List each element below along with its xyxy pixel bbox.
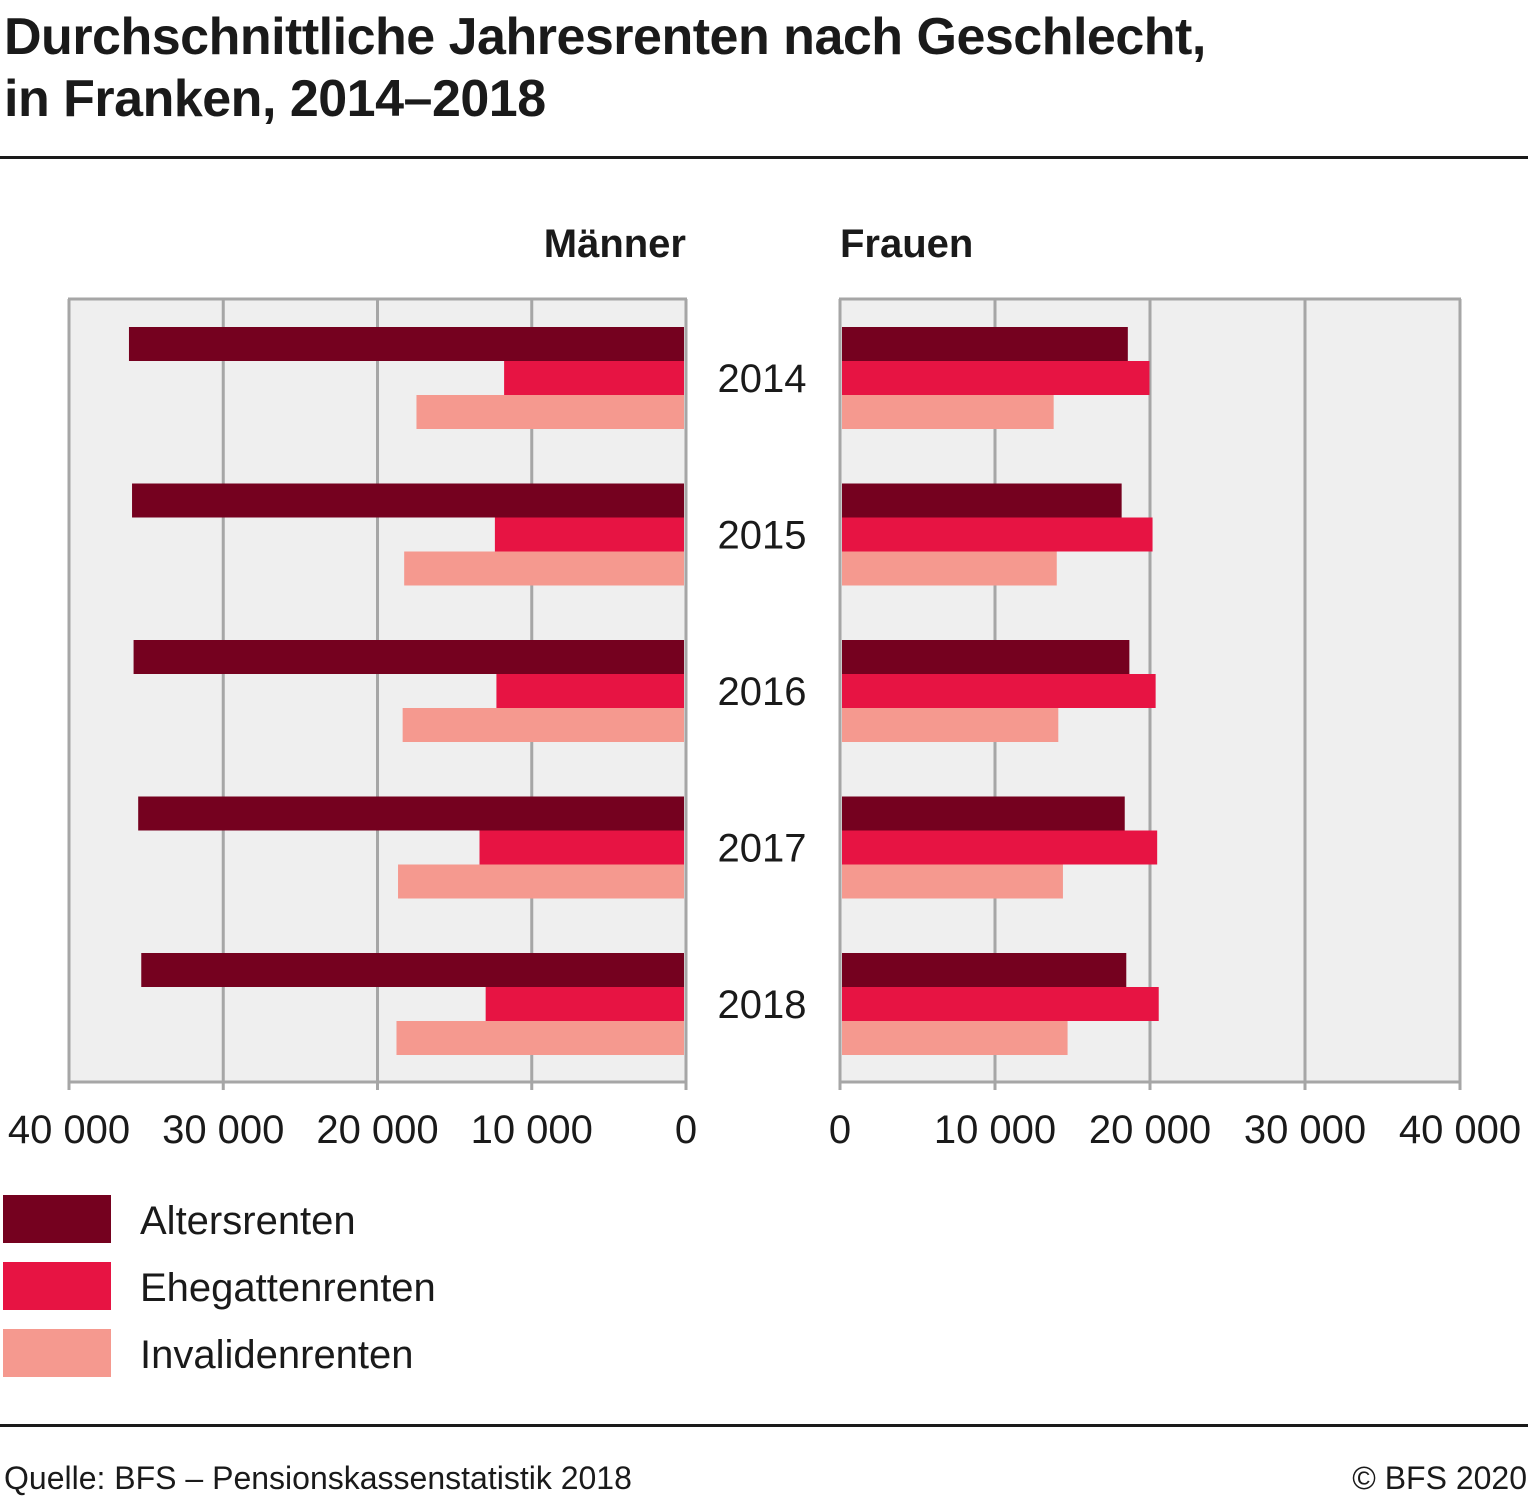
- tick-label-frauen-20000: 20 000: [1089, 1108, 1211, 1152]
- legend-label-ehegattenrenten: Ehegattenrenten: [140, 1266, 436, 1310]
- bar-maenner-ehegattenrenten-2015: [494, 517, 684, 552]
- bar-maenner-ehegattenrenten-2016: [496, 674, 684, 708]
- legend-item-altersrenten: Altersrenten: [3, 1195, 603, 1245]
- legend-item-ehegattenrenten: Ehegattenrenten: [3, 1262, 603, 1312]
- category-label-2016: 2016: [718, 670, 807, 714]
- chart-title-line-1: Durchschnittliche Jahresrenten nach Gesc…: [4, 8, 1206, 66]
- bar-frauen-ehegattenrenten-2015: [842, 517, 1153, 552]
- source-note: Quelle: BFS – Pensionskassenstatistik 20…: [4, 1460, 632, 1496]
- bar-frauen-ehegattenrenten-2016: [842, 674, 1156, 708]
- tick-label-maenner-20000: 20 000: [316, 1108, 438, 1152]
- bar-maenner-ehegattenrenten-2017: [479, 830, 684, 865]
- legend-label-altersrenten: Altersrenten: [140, 1199, 356, 1243]
- bar-frauen-altersrenten-2015: [842, 483, 1122, 518]
- bottom-rule: [0, 1424, 1528, 1427]
- tick-label-maenner-30000: 30 000: [162, 1108, 284, 1152]
- legend-label-invalidenrenten: Invalidenrenten: [140, 1333, 414, 1377]
- bar-frauen-invalidenrenten-2018: [842, 1021, 1068, 1055]
- tick-label-frauen-40000: 40 000: [1399, 1108, 1521, 1152]
- tick-label-frauen-0: 0: [829, 1108, 851, 1152]
- chart-title-line-2: in Franken, 2014–2018: [4, 70, 546, 128]
- bar-maenner-ehegattenrenten-2018: [485, 987, 684, 1021]
- bar-frauen-altersrenten-2018: [842, 953, 1127, 987]
- legend-swatch-ehegattenrenten: [3, 1262, 111, 1310]
- bar-maenner-invalidenrenten-2017: [398, 864, 684, 899]
- panel-label-frauen: Frauen: [840, 222, 973, 266]
- bar-maenner-invalidenrenten-2014: [416, 395, 684, 429]
- bar-frauen-ehegattenrenten-2018: [842, 987, 1159, 1021]
- category-label-2017: 2017: [718, 827, 807, 871]
- bar-frauen-altersrenten-2017: [842, 796, 1125, 831]
- bar-maenner-altersrenten-2014: [128, 327, 684, 361]
- chart-title: Durchschnittliche Jahresrenten nach Gesc…: [4, 6, 1206, 130]
- top-rule: [0, 156, 1528, 159]
- bar-maenner-invalidenrenten-2015: [404, 551, 684, 586]
- bar-frauen-altersrenten-2016: [842, 640, 1130, 674]
- bar-maenner-altersrenten-2017: [138, 796, 684, 831]
- bar-frauen-invalidenrenten-2016: [842, 708, 1059, 742]
- pension-bar-chart: 0 10 000 20 000 30 000 40 000 Männer 0 10 000 20…: [8, 222, 1521, 1152]
- bar-frauen-invalidenrenten-2014: [842, 395, 1054, 429]
- bar-frauen-invalidenrenten-2015: [842, 551, 1057, 586]
- tick-label-frauen-10000: 10 000: [934, 1108, 1056, 1152]
- bar-maenner-altersrenten-2015: [132, 483, 685, 518]
- bar-frauen-ehegattenrenten-2017: [842, 830, 1158, 865]
- legend-item-invalidenrenten: Invalidenrenten: [3, 1329, 603, 1379]
- legend-swatch-invalidenrenten: [3, 1329, 111, 1377]
- bar-maenner-invalidenrenten-2016: [402, 708, 684, 742]
- category-label-2014: 2014: [718, 357, 807, 401]
- bar-maenner-invalidenrenten-2018: [396, 1021, 684, 1055]
- bar-maenner-altersrenten-2018: [141, 953, 684, 987]
- bar-frauen-altersrenten-2014: [842, 327, 1128, 361]
- bar-frauen-invalidenrenten-2017: [842, 864, 1063, 899]
- panel-label-maenner: Männer: [544, 222, 686, 266]
- tick-label-frauen-30000: 30 000: [1244, 1108, 1366, 1152]
- category-label-2015: 2015: [718, 514, 807, 558]
- bar-maenner-altersrenten-2016: [133, 640, 684, 674]
- bar-frauen-ehegattenrenten-2014: [842, 361, 1150, 395]
- category-label-2018: 2018: [718, 983, 807, 1027]
- bar-maenner-ehegattenrenten-2014: [504, 361, 684, 395]
- tick-label-maenner-10000: 10 000: [471, 1108, 593, 1152]
- tick-label-maenner-0: 0: [675, 1108, 697, 1152]
- copyright-note: © BFS 2020: [1352, 1460, 1527, 1496]
- tick-label-maenner-40000: 40 000: [8, 1108, 130, 1152]
- legend-swatch-altersrenten: [3, 1195, 111, 1243]
